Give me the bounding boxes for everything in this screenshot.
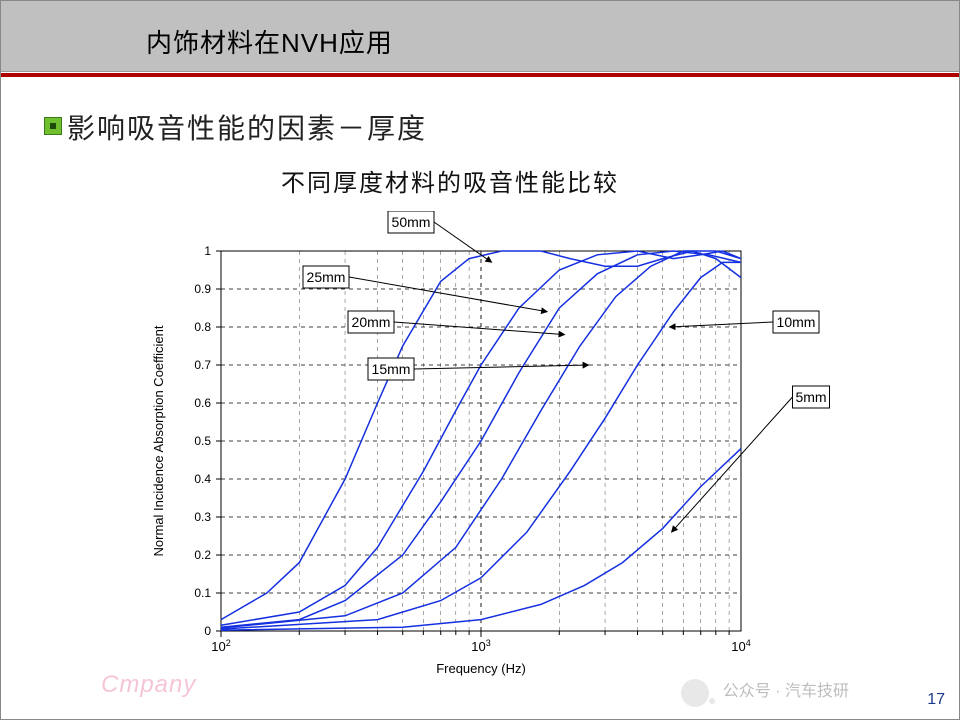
svg-text:0.1: 0.1 (194, 586, 211, 600)
svg-text:0.8: 0.8 (194, 320, 211, 334)
svg-text:103: 103 (471, 638, 490, 654)
title-bar: 内饰材料在NVH应用 (1, 1, 959, 72)
svg-text:0.9: 0.9 (194, 282, 211, 296)
chart-caption: 不同厚度材料的吸音性能比较 (281, 163, 619, 198)
svg-text:0.7: 0.7 (194, 358, 211, 372)
svg-text:5mm: 5mm (795, 389, 826, 405)
svg-text:0.6: 0.6 (194, 396, 211, 410)
svg-text:0.5: 0.5 (194, 434, 211, 448)
svg-text:0.3: 0.3 (194, 510, 211, 524)
svg-text:0: 0 (204, 624, 211, 638)
watermark-text: Cmpany (101, 671, 196, 699)
svg-text:0.2: 0.2 (194, 548, 211, 562)
svg-text:10mm: 10mm (777, 314, 816, 330)
svg-text:Frequency (Hz): Frequency (Hz) (436, 661, 526, 676)
absorption-chart: 0 0.1 0.2 0.3 0.4 0.5 0.6 0.7 0.8 0.9 1 102 103 104 Fr… (111, 211, 831, 681)
svg-text:102: 102 (211, 638, 230, 654)
svg-text:50mm: 50mm (392, 214, 431, 230)
slide-title: 内饰材料在NVH应用 (146, 23, 393, 60)
svg-text:104: 104 (731, 638, 750, 654)
wechat-icon (681, 679, 709, 707)
wechat-attribution: 公众号 · 汽车技研 (723, 677, 849, 701)
svg-text:0.4: 0.4 (194, 472, 211, 486)
bullet-icon (44, 117, 62, 135)
bullet-heading: 影响吸音性能的因素－厚度 (67, 107, 427, 147)
chart-svg: 0 0.1 0.2 0.3 0.4 0.5 0.6 0.7 0.8 0.9 1 102 103 104 Fr… (111, 211, 831, 681)
svg-text:Normal Incidence Absorption Co: Normal Incidence Absorption Coefficient (151, 325, 166, 556)
svg-text:20mm: 20mm (352, 314, 391, 330)
slide-root: 内饰材料在NVH应用 影响吸音性能的因素－厚度 不同厚度材料的吸音性能比较 00… (0, 0, 960, 720)
svg-text:1: 1 (204, 244, 211, 258)
svg-text:25mm: 25mm (307, 269, 346, 285)
page-number: 17 (927, 691, 945, 709)
svg-text:15mm: 15mm (372, 361, 411, 377)
accent-line (1, 73, 959, 77)
